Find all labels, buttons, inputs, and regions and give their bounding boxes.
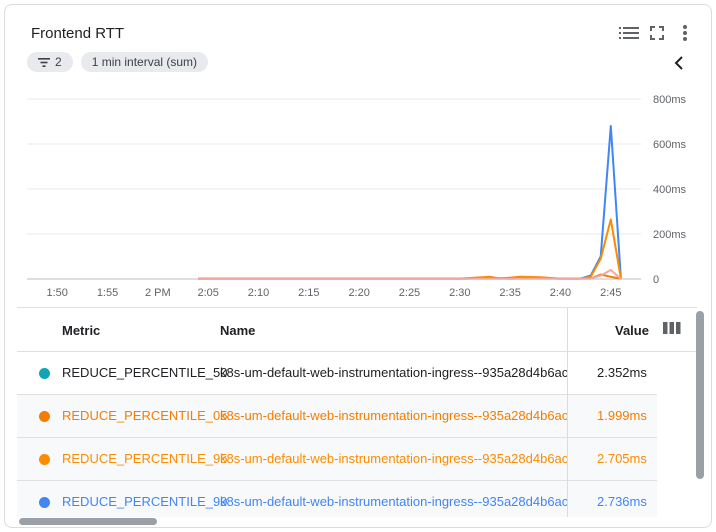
row-name: k8s-um-default-web-instrumentation-ingre… (220, 408, 567, 423)
legend-table: Metric Name Value REDUCE_PERCENTILE_50 k… (17, 307, 697, 517)
row-value: 2.352ms (597, 365, 647, 380)
vertical-scrollbar[interactable] (696, 311, 704, 479)
series-color-dot (39, 411, 50, 422)
column-header-value[interactable]: Value (615, 323, 649, 338)
row-name: k8s-um-default-web-instrumentation-ingre… (220, 365, 567, 380)
series-color-dot (39, 368, 50, 379)
row-metric: REDUCE_PERCENTILE_99 (62, 494, 228, 509)
chart-card: Frontend RTT 2 (4, 4, 712, 528)
row-value: 2.736ms (597, 494, 647, 509)
y-tick-label: 800ms (653, 94, 687, 106)
series-color-dot (39, 497, 50, 508)
x-tick-label: 2:45 (600, 287, 621, 299)
fullscreen-icon[interactable] (643, 21, 671, 45)
chevron-left-icon[interactable] (667, 51, 691, 75)
line-chart: 800ms 600ms 400ms 200ms 0 1:50 1:55 2 PM 2:05 2:1… (5, 85, 711, 305)
x-tick-label: 1:50 (46, 287, 67, 299)
table-row[interactable]: REDUCE_PERCENTILE_05 k8s-um-default-web-… (17, 395, 657, 438)
row-name: k8s-um-default-web-instrumentation-ingre… (220, 451, 567, 466)
y-tick-label: 400ms (653, 184, 687, 196)
column-header-name[interactable]: Name (220, 323, 256, 338)
filter-icon (38, 57, 50, 67)
chip-row: 2 1 min interval (sum) (27, 52, 209, 72)
chart-title: Frontend RTT (31, 25, 125, 42)
x-tick-label: 2:40 (550, 287, 571, 299)
x-tick-label: 2:35 (499, 287, 520, 299)
row-metric: REDUCE_PERCENTILE_50 (62, 365, 228, 380)
series-color-dot (39, 454, 50, 465)
column-resize-handle[interactable] (567, 308, 568, 517)
y-tick-label: 600ms (653, 139, 687, 151)
table-row[interactable]: REDUCE_PERCENTILE_95 k8s-um-default-web-… (17, 438, 657, 481)
row-metric: REDUCE_PERCENTILE_95 (62, 451, 228, 466)
column-picker-icon[interactable] (663, 321, 683, 339)
x-tick-label: 1:55 (97, 287, 118, 299)
series-line (198, 218, 622, 280)
table-header: Metric Name Value (17, 308, 697, 352)
x-tick-label: 2:25 (399, 287, 420, 299)
x-tick-label: 2:05 (197, 287, 218, 299)
table-row[interactable]: REDUCE_PERCENTILE_50 k8s-um-default-web-… (17, 352, 657, 395)
row-metric: REDUCE_PERCENTILE_05 (62, 408, 228, 423)
chart-svg: 800ms 600ms 400ms 200ms 0 1:50 1:55 2 PM 2:05 2:1… (27, 94, 687, 299)
row-value: 1.999ms (597, 408, 647, 423)
horizontal-scrollbar[interactable] (19, 518, 157, 525)
table-row[interactable]: REDUCE_PERCENTILE_99 k8s-um-default-web-… (17, 481, 657, 517)
x-tick-label: 2 PM (145, 287, 171, 299)
x-tick-label: 2:30 (449, 287, 470, 299)
series-line (198, 269, 622, 280)
filter-count: 2 (55, 55, 62, 69)
legend-list-icon[interactable] (615, 21, 643, 45)
x-tick-label: 2:10 (248, 287, 269, 299)
column-header-metric[interactable]: Metric (62, 323, 101, 338)
series-line (198, 125, 622, 280)
y-tick-label: 0 (653, 274, 659, 286)
interval-chip[interactable]: 1 min interval (sum) (80, 52, 209, 72)
card-toolbar (615, 21, 699, 45)
row-value: 2.705ms (597, 451, 647, 466)
more-vert-icon[interactable] (671, 21, 699, 45)
x-tick-label: 2:15 (298, 287, 319, 299)
x-tick-label: 2:20 (348, 287, 369, 299)
y-tick-label: 200ms (653, 229, 687, 241)
filter-chip[interactable]: 2 (27, 52, 73, 72)
row-name: k8s-um-default-web-instrumentation-ingre… (220, 494, 567, 509)
